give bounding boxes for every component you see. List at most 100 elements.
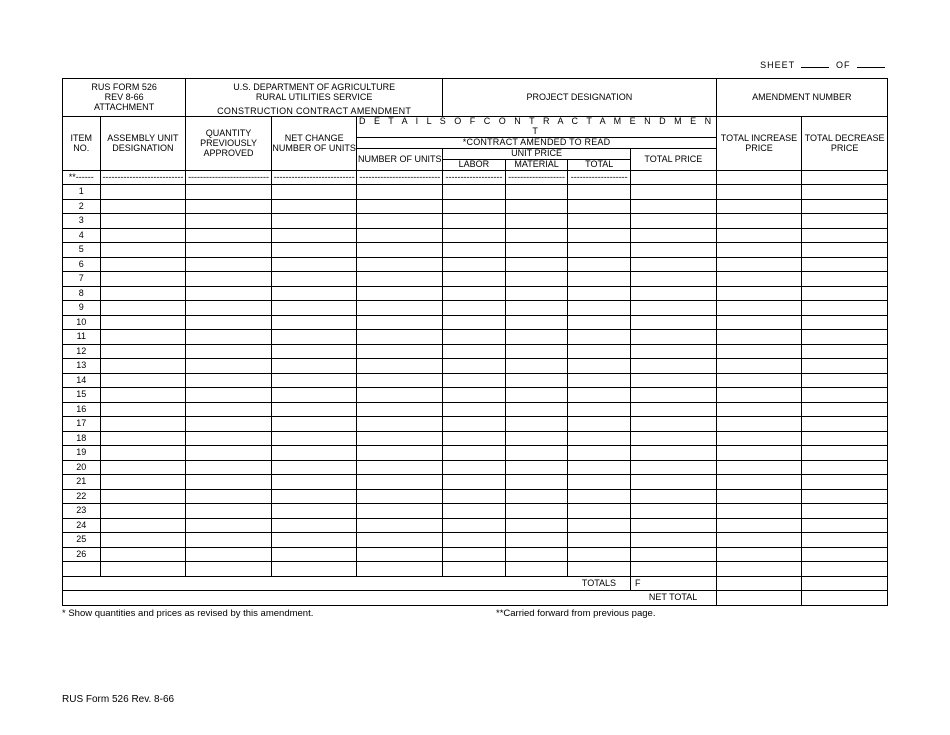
data-cell[interactable] (100, 185, 186, 200)
data-cell[interactable] (631, 446, 717, 461)
data-cell[interactable] (568, 185, 631, 200)
data-cell[interactable] (505, 315, 568, 330)
data-cell[interactable] (186, 344, 272, 359)
data-cell[interactable] (505, 446, 568, 461)
data-cell[interactable] (505, 402, 568, 417)
data-cell[interactable] (100, 547, 186, 562)
data-cell[interactable] (631, 373, 717, 388)
data-cell[interactable] (505, 199, 568, 214)
data-cell[interactable] (631, 504, 717, 519)
sheet-blank-2[interactable] (857, 58, 885, 68)
data-cell[interactable] (100, 475, 186, 490)
data-cell[interactable] (802, 243, 888, 258)
data-cell[interactable] (443, 533, 506, 548)
data-cell[interactable] (357, 199, 443, 214)
data-cell[interactable] (271, 373, 357, 388)
data-cell[interactable] (505, 518, 568, 533)
data-cell[interactable] (186, 446, 272, 461)
data-cell[interactable] (443, 388, 506, 403)
data-cell[interactable] (100, 214, 186, 229)
data-cell[interactable] (802, 214, 888, 229)
data-cell[interactable] (186, 417, 272, 432)
carry-cell[interactable] (631, 170, 717, 185)
data-cell[interactable] (100, 533, 186, 548)
data-cell[interactable] (631, 518, 717, 533)
data-cell[interactable] (631, 330, 717, 345)
data-cell[interactable] (271, 402, 357, 417)
data-cell[interactable] (568, 272, 631, 287)
data-cell[interactable] (505, 504, 568, 519)
data-cell[interactable] (505, 417, 568, 432)
data-cell[interactable] (271, 257, 357, 272)
data-cell[interactable] (186, 330, 272, 345)
data-cell[interactable] (716, 359, 802, 374)
project-designation-block[interactable]: PROJECT DESIGNATION (443, 79, 717, 117)
data-cell[interactable] (186, 460, 272, 475)
data-cell[interactable] (716, 214, 802, 229)
data-cell[interactable] (100, 243, 186, 258)
data-cell[interactable] (443, 243, 506, 258)
data-cell[interactable] (100, 446, 186, 461)
data-cell[interactable] (802, 547, 888, 562)
data-cell[interactable] (716, 315, 802, 330)
data-cell[interactable] (186, 214, 272, 229)
data-cell[interactable] (443, 373, 506, 388)
data-cell[interactable] (505, 359, 568, 374)
data-cell[interactable] (186, 286, 272, 301)
data-cell[interactable] (505, 301, 568, 316)
data-cell[interactable] (505, 330, 568, 345)
data-cell[interactable] (568, 286, 631, 301)
data-cell[interactable] (100, 417, 186, 432)
data-cell[interactable] (716, 228, 802, 243)
data-cell[interactable] (186, 243, 272, 258)
data-cell[interactable] (631, 402, 717, 417)
data-cell[interactable] (271, 286, 357, 301)
data-cell[interactable] (716, 199, 802, 214)
data-cell[interactable] (631, 489, 717, 504)
data-cell[interactable] (716, 272, 802, 287)
data-cell[interactable] (505, 214, 568, 229)
data-cell[interactable] (802, 286, 888, 301)
data-cell[interactable] (271, 272, 357, 287)
data-cell[interactable] (631, 243, 717, 258)
data-cell[interactable] (568, 199, 631, 214)
data-cell[interactable] (716, 344, 802, 359)
data-cell[interactable] (802, 475, 888, 490)
data-cell[interactable] (505, 272, 568, 287)
data-cell[interactable] (631, 475, 717, 490)
data-cell[interactable] (357, 315, 443, 330)
data-cell[interactable] (568, 359, 631, 374)
carry-cell[interactable] (716, 170, 802, 185)
data-cell[interactable] (357, 518, 443, 533)
data-cell[interactable] (357, 185, 443, 200)
data-cell[interactable] (100, 431, 186, 446)
data-cell[interactable] (271, 417, 357, 432)
data-cell[interactable] (505, 243, 568, 258)
data-cell[interactable] (443, 344, 506, 359)
data-cell[interactable] (443, 431, 506, 446)
data-cell[interactable] (802, 272, 888, 287)
data-cell[interactable] (271, 228, 357, 243)
data-cell[interactable] (568, 315, 631, 330)
data-cell[interactable] (802, 330, 888, 345)
data-cell[interactable] (716, 417, 802, 432)
data-cell[interactable] (443, 214, 506, 229)
data-cell[interactable] (100, 257, 186, 272)
data-cell[interactable] (716, 518, 802, 533)
data-cell[interactable] (357, 301, 443, 316)
data-cell[interactable] (357, 504, 443, 519)
data-cell[interactable] (505, 373, 568, 388)
data-cell[interactable] (802, 431, 888, 446)
data-cell[interactable] (443, 547, 506, 562)
data-cell[interactable] (357, 257, 443, 272)
data-cell[interactable] (631, 460, 717, 475)
data-cell[interactable] (271, 199, 357, 214)
data-cell[interactable] (100, 359, 186, 374)
data-cell[interactable] (186, 301, 272, 316)
data-cell[interactable] (100, 373, 186, 388)
data-cell[interactable] (631, 272, 717, 287)
data-cell[interactable] (802, 373, 888, 388)
data-cell[interactable] (357, 489, 443, 504)
data-cell[interactable] (568, 460, 631, 475)
data-cell[interactable] (186, 504, 272, 519)
